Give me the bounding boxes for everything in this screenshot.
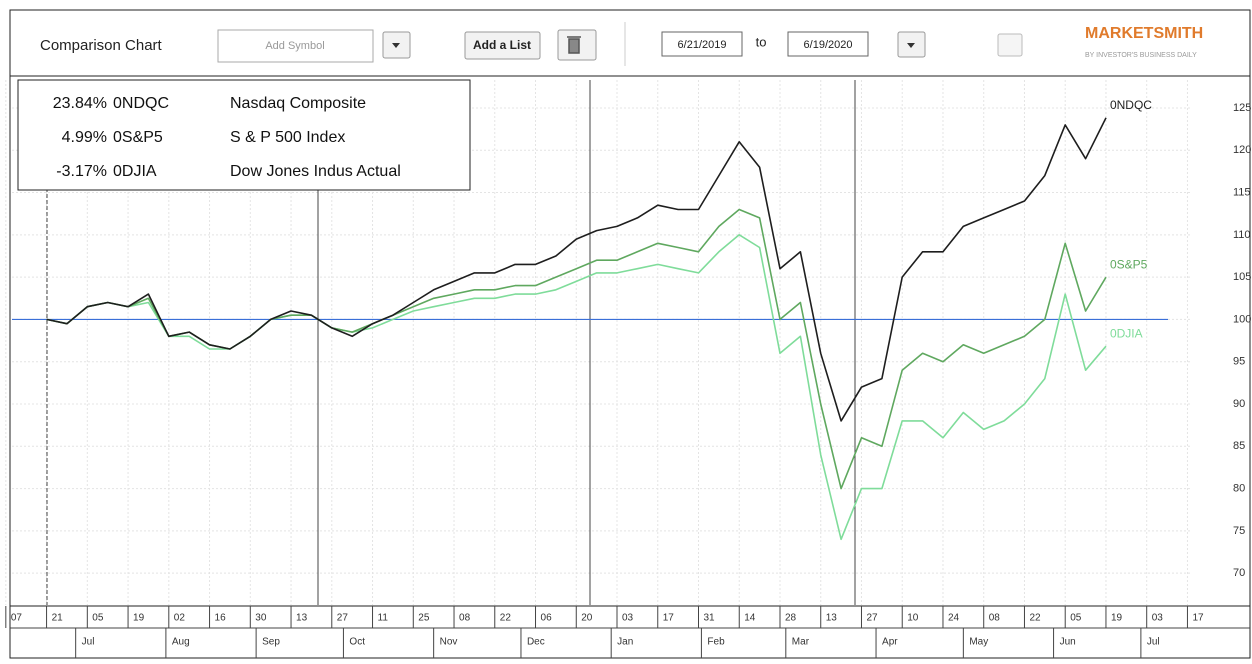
x-tick-label: 05 xyxy=(1070,613,1082,624)
y-tick-label: 95 xyxy=(1233,356,1245,368)
x-tick-label: 19 xyxy=(133,613,145,624)
legend-description: Nasdaq Composite xyxy=(230,95,366,112)
legend-change: 23.84% xyxy=(53,95,107,112)
x-tick-label: 07 xyxy=(11,613,23,624)
series-end-label: 0NDQC xyxy=(1110,98,1152,112)
y-tick-label: 120 xyxy=(1233,144,1251,156)
month-label: Apr xyxy=(882,637,898,648)
print-button[interactable] xyxy=(997,33,1023,57)
month-label: Oct xyxy=(349,637,365,648)
dropdown-arrow xyxy=(907,43,915,48)
series-line xyxy=(46,234,1107,541)
month-label: Jul xyxy=(82,637,95,648)
x-axis-band xyxy=(9,605,1251,659)
x-tick-label: 21 xyxy=(52,613,64,624)
toolbar-title: Comparison Chart xyxy=(40,37,163,54)
month-label: Aug xyxy=(172,637,190,648)
month-label: May xyxy=(969,637,988,648)
legend-symbol: 0DJIA xyxy=(113,163,157,180)
x-tick-label: 08 xyxy=(989,613,1001,624)
x-tick-label: 05 xyxy=(92,613,104,624)
legend-description: Dow Jones Indus Actual xyxy=(230,163,401,180)
month-label: Dec xyxy=(527,637,545,648)
logo-subtitle: BY INVESTOR'S BUSINESS DAILY xyxy=(1085,52,1197,59)
x-tick-label: 03 xyxy=(1152,613,1164,624)
x-tick-label: 02 xyxy=(174,613,186,624)
x-tick-label: 27 xyxy=(866,613,878,624)
month-label: Nov xyxy=(440,637,458,648)
legend-change: -3.17% xyxy=(56,163,107,180)
x-tick-label: 27 xyxy=(337,613,349,624)
x-tick-label: 22 xyxy=(1029,613,1041,624)
x-tick-label: 06 xyxy=(541,613,553,624)
x-tick-label: 13 xyxy=(296,613,308,624)
series-line xyxy=(46,117,1107,422)
y-tick-label: 115 xyxy=(1233,186,1251,198)
x-tick-label: 30 xyxy=(255,613,267,624)
x-tick-label: 25 xyxy=(418,613,430,624)
dropdown-arrow xyxy=(392,43,400,48)
x-tick-label: 20 xyxy=(581,613,593,624)
series-end-label: 0S&P5 xyxy=(1110,257,1148,271)
month-label: Jan xyxy=(617,637,633,648)
toolbar xyxy=(9,9,1251,77)
month-label: Feb xyxy=(707,637,725,648)
series-end-label: 0DJIA xyxy=(1110,326,1143,340)
date-to: 6/19/2020 xyxy=(804,39,853,51)
x-tick-label: 08 xyxy=(459,613,471,624)
date-from: 6/21/2019 xyxy=(678,39,727,51)
legend-symbol: 0NDQC xyxy=(113,95,169,112)
plot xyxy=(5,80,1190,605)
y-tick-label: 100 xyxy=(1233,313,1251,325)
x-tick-label: 11 xyxy=(378,613,389,624)
x-tick-label: 31 xyxy=(703,613,715,624)
y-tick-label: 80 xyxy=(1233,482,1245,494)
x-tick-label: 10 xyxy=(907,613,919,624)
trash-icon xyxy=(567,36,581,54)
date-separator: to xyxy=(756,34,767,49)
add-list-label: Add a List xyxy=(473,38,531,52)
legend-description: S & P 500 Index xyxy=(230,129,345,146)
x-tick-label: 24 xyxy=(948,613,960,624)
y-tick-label: 90 xyxy=(1233,398,1245,410)
month-label: Mar xyxy=(792,637,810,648)
x-tick-label: 17 xyxy=(1192,613,1204,624)
symbol-placeholder: Add Symbol xyxy=(265,40,324,52)
date-from-input[interactable] xyxy=(661,31,743,57)
x-tick-label: 14 xyxy=(744,613,756,624)
y-tick-label: 110 xyxy=(1233,229,1251,241)
x-tick-label: 17 xyxy=(663,613,675,624)
y-tick-label: 85 xyxy=(1233,440,1245,452)
legend-symbol: 0S&P5 xyxy=(113,129,163,146)
x-tick-label: 16 xyxy=(215,613,227,624)
x-tick-label: 13 xyxy=(826,613,838,624)
month-label: Jun xyxy=(1060,637,1076,648)
legend-change: 4.99% xyxy=(62,129,107,146)
y-tick-label: 70 xyxy=(1233,567,1245,579)
x-tick-label: 03 xyxy=(622,613,634,624)
x-tick-label: 28 xyxy=(785,613,797,624)
y-tick-label: 105 xyxy=(1233,271,1251,283)
date-to-input[interactable] xyxy=(787,31,869,57)
legend-box xyxy=(17,79,471,191)
x-tick-label: 22 xyxy=(500,613,512,624)
x-tick-label: 19 xyxy=(1111,613,1123,624)
add-list-button[interactable] xyxy=(464,31,541,60)
symbol-input[interactable] xyxy=(217,29,374,63)
logo: MARKETSMITH xyxy=(1085,25,1203,42)
y-tick-label: 75 xyxy=(1233,525,1245,537)
month-label: Jul xyxy=(1147,637,1160,648)
month-label: Sep xyxy=(262,637,280,648)
y-tick-label: 125 xyxy=(1233,102,1251,114)
